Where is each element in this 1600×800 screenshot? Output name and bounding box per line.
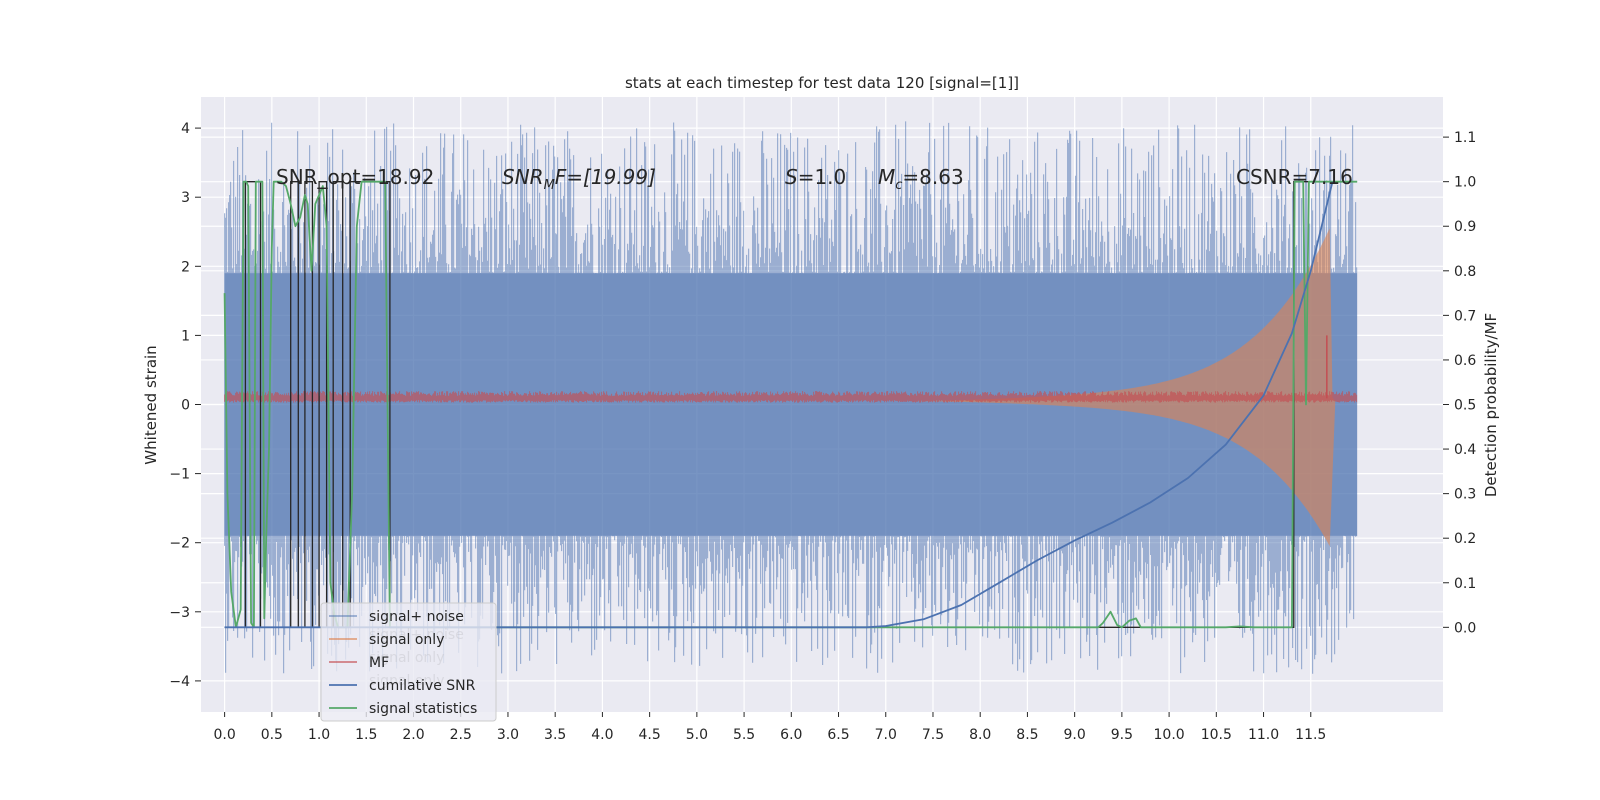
snr-mf-sub: M [544,178,555,193]
annotations: SNR_opt=18.92 SNRMF=[19.99] S=1.0 Mc=8.6… [276,165,1353,193]
legend-label: signal only [369,632,444,648]
x-tick-label: 11.0 [1248,727,1279,743]
s-name: S [785,165,798,189]
x-tick-label: 3.5 [544,727,566,743]
y2-tick-label: 0.5 [1454,398,1476,414]
legend-label: signal+ noise [369,609,464,625]
cumulative-snr-line [224,181,1334,629]
y2-tick-label: 1.0 [1454,175,1476,191]
x-tick-label: 6.5 [827,727,849,743]
y-tick-label: 4 [181,121,190,137]
y-tick-label: −4 [169,674,190,690]
x-tick-label: 6.0 [780,727,802,743]
signal-only-chirp [904,228,1336,547]
data-series [223,121,1358,674]
y-tick-label: −2 [169,536,190,552]
y2-tick-label: 0.6 [1454,353,1476,369]
y2-tick-label: 0.4 [1454,442,1476,458]
x-tick-label: 9.0 [1064,727,1086,743]
legend-label: signal statistics [369,701,477,717]
csnr-annotation: CSNR=7.16 [1236,165,1353,189]
y-axis-ticks: 4 3 2 1 0 −1 −2 −3 −4 [169,121,201,690]
snr-mf-annotation: SNRMF=[19.99] [502,165,656,193]
y2-tick-label: 0.7 [1454,308,1476,324]
legend-label: cumilative SNR [369,678,476,694]
y-tick-label: −3 [169,605,190,621]
x-tick-label: 2.5 [450,727,472,743]
y2-tick-label: 0.3 [1454,487,1476,503]
x-tick-label: 3.0 [497,727,519,743]
y2-tick-label: 0.9 [1454,219,1476,235]
x-tick-label: 10.0 [1154,727,1185,743]
snr-mf-name: SNR [502,165,544,189]
y-tick-label: 3 [181,190,190,206]
x-tick-label: 11.5 [1295,727,1326,743]
x-tick-label: 7.5 [922,727,944,743]
x-tick-label: 0.0 [213,727,235,743]
s-rest: =1.0 [798,165,847,189]
legend-box [320,602,497,722]
y-tick-label: 0 [181,398,190,414]
y2-axis-label: Detection probability/MF [1482,313,1500,497]
x-tick-label: 4.5 [638,727,660,743]
y-tick-label: −1 [169,467,190,483]
y2-tick-label: 0.8 [1454,264,1476,280]
y-tick-label: 2 [181,259,190,275]
x-tick-label: 8.5 [1016,727,1038,743]
mc-sub: c [895,178,902,193]
x-tick-label: 0.5 [261,727,283,743]
x-axis-ticks: 0.0 0.5 1.0 1.5 2.0 2.5 3.0 3.5 4.0 4.5 5.0 5.5 6.0 6… [213,712,1326,743]
x-tick-label: 10.5 [1201,727,1232,743]
y2-tick-label: 1.1 [1454,130,1476,146]
mc-annotation: Mc=8.63 [878,165,964,193]
x-tick-label: 4.0 [591,727,613,743]
mc-name: M [878,165,895,189]
x-tick-label: 1.5 [355,727,377,743]
s-annotation: S=1.0 [785,165,846,189]
x-tick-label: 8.0 [969,727,991,743]
x-tick-label: 9.5 [1111,727,1133,743]
x-tick-label: 5.5 [733,727,755,743]
y-tick-label: 1 [181,328,190,344]
y2-tick-label: 0.0 [1454,620,1476,636]
legend-label: MF [369,655,389,671]
y2-axis-ticks: 1.1 1.0 0.9 0.8 0.7 0.6 0.5 0.4 0.3 0.2 0.1 0.0 [1443,130,1476,636]
x-tick-label: 2.0 [402,727,424,743]
snr-opt-annotation: SNR_opt=18.92 [276,165,434,189]
x-tick-label: 1.0 [308,727,330,743]
mc-rest: =8.63 [902,165,963,189]
x-tick-label: 5.0 [686,727,708,743]
y2-tick-label: 0.1 [1454,576,1476,592]
x-tick-label: 7.0 [875,727,897,743]
y-axis-label: Whitened strain [142,345,160,464]
chart-title: stats at each timestep for test data 120… [625,74,1019,92]
snr-mf-rest: F=[19.99] [555,165,656,189]
y2-tick-label: 0.2 [1454,531,1476,547]
